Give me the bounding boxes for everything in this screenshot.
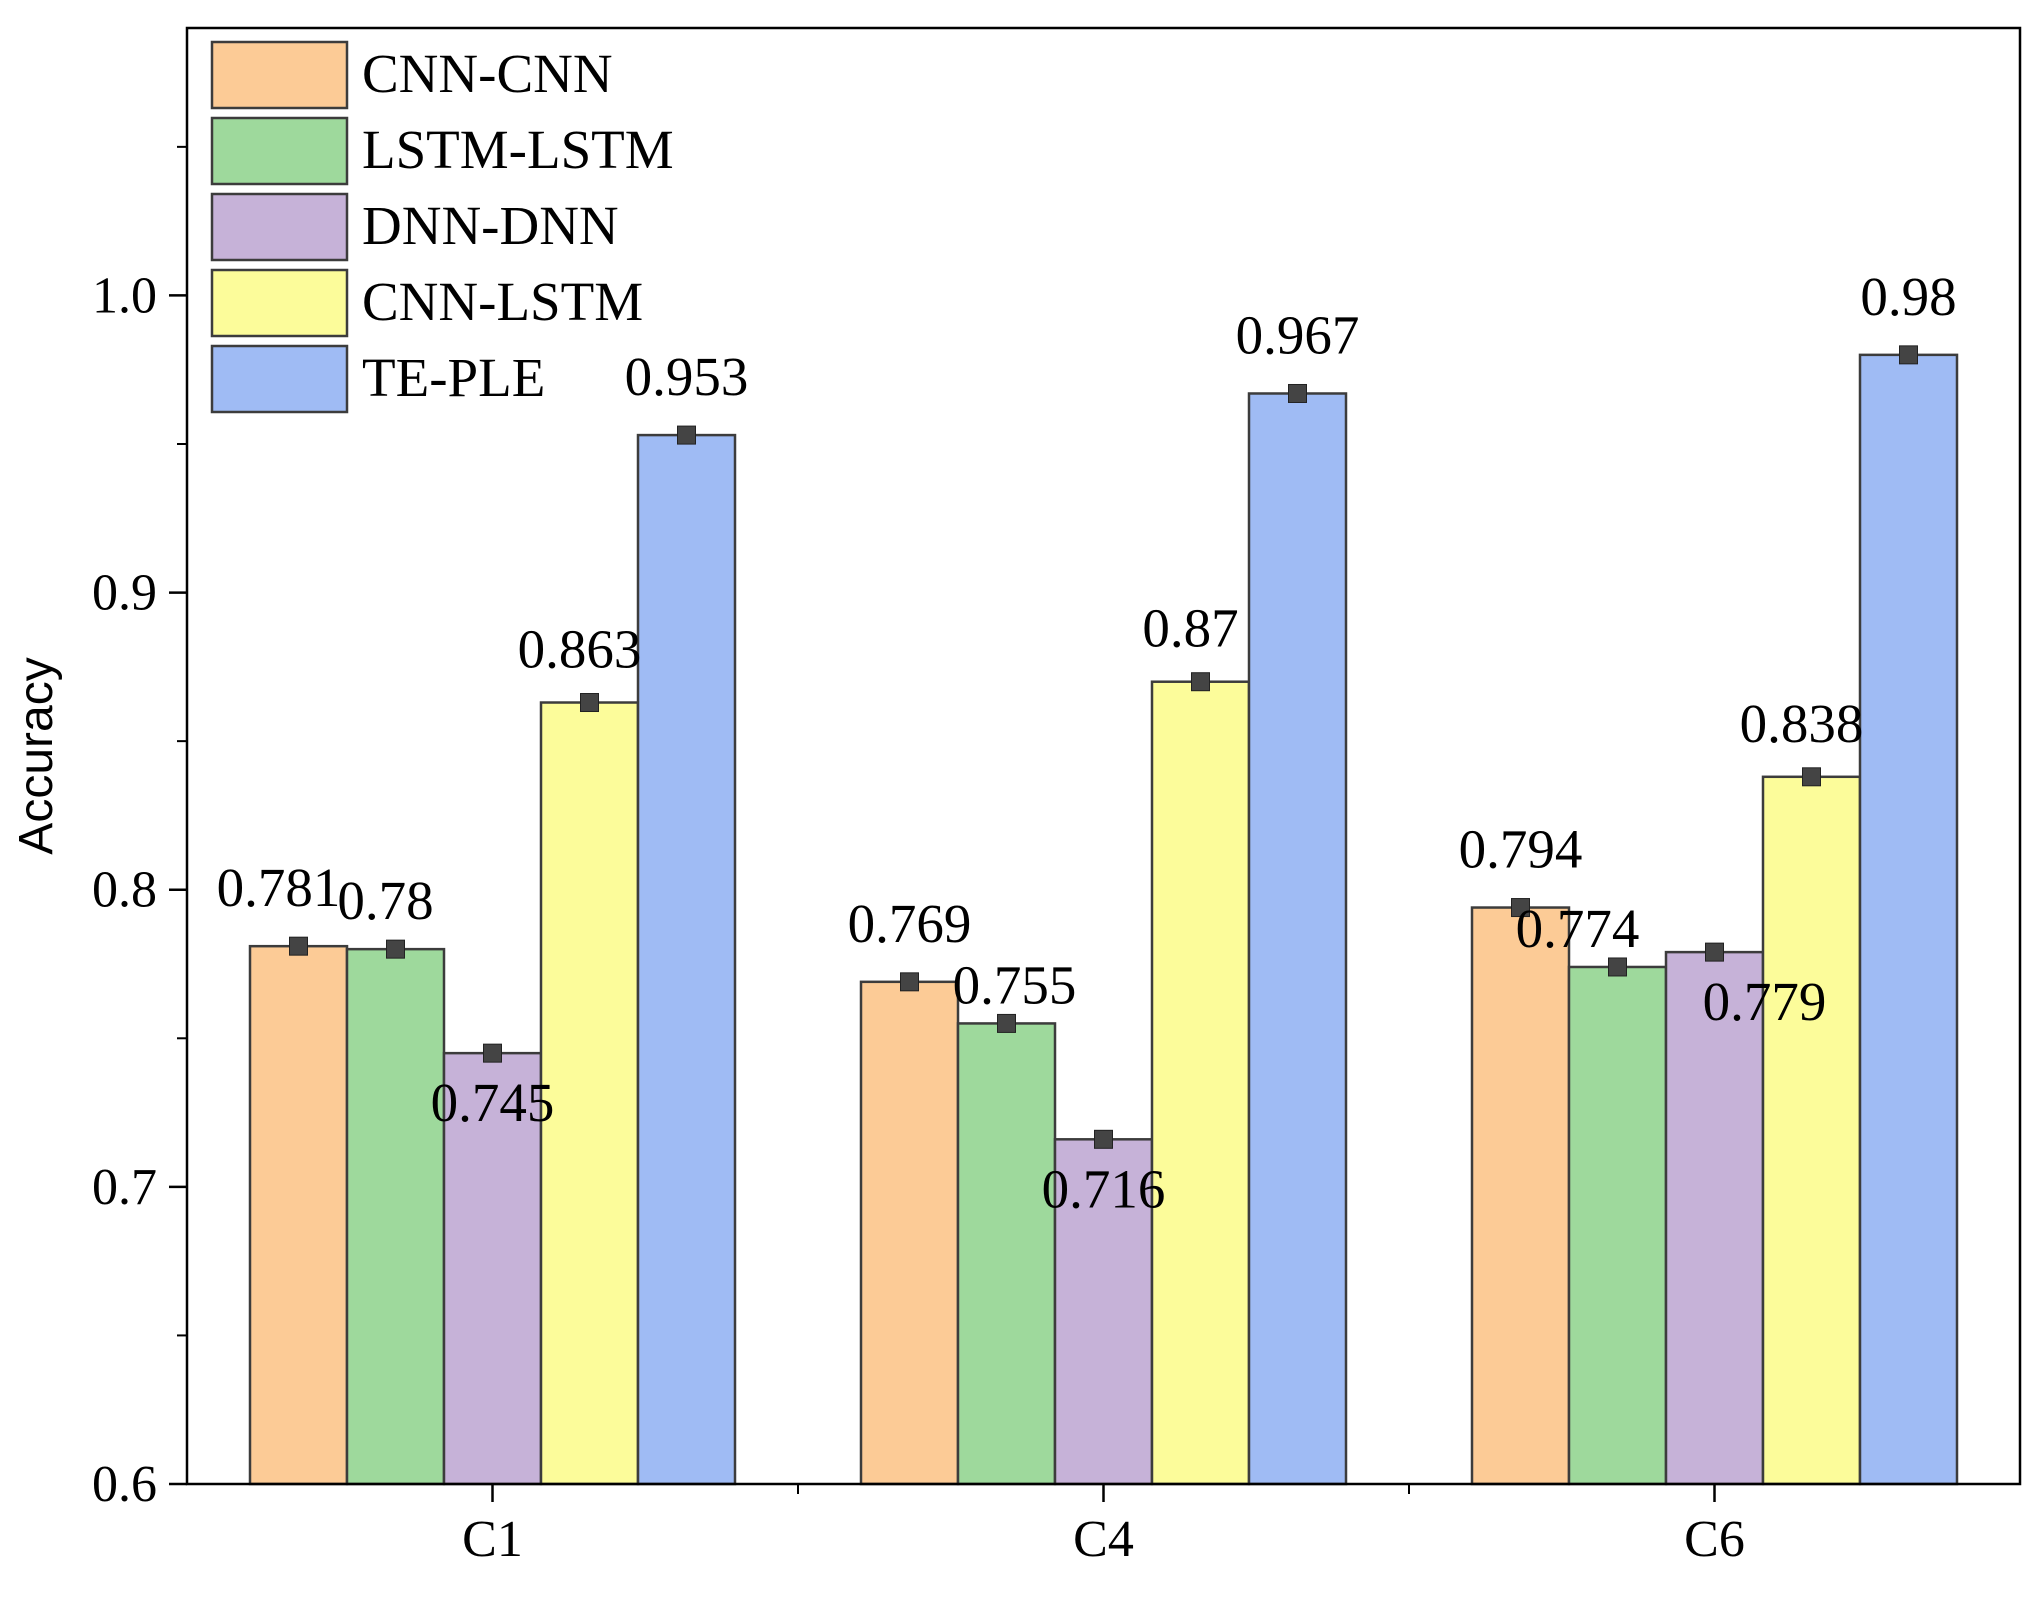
data-label: 0.953 <box>625 346 749 407</box>
legend-swatch <box>210 344 349 414</box>
legend-label: CNN-LSTM <box>362 271 643 332</box>
bar-marker <box>900 972 919 992</box>
data-label: 0.779 <box>1703 971 1827 1032</box>
bar-cnn-lstm-c4 <box>1150 680 1251 1486</box>
bar-cnn-lstm-c1 <box>539 701 640 1486</box>
bar-marker <box>386 939 405 959</box>
bar-dnn-dnn-c4 <box>1053 1138 1154 1486</box>
bar-marker <box>483 1043 502 1063</box>
x-tick-label: C4 <box>1073 1511 1134 1568</box>
data-label: 0.78 <box>337 870 433 931</box>
y-tick-label: 0.7 <box>92 1159 157 1216</box>
y-tick-label: 0.8 <box>92 862 157 919</box>
legend-swatch <box>210 268 349 338</box>
y-tick-label: 0.9 <box>92 565 157 622</box>
data-label: 0.781 <box>217 857 341 918</box>
data-label: 0.87 <box>1142 598 1238 659</box>
y-axis-title: Accuracy <box>10 657 63 854</box>
bar-marker <box>1191 672 1210 692</box>
bar-lstm-lstm-c4 <box>956 1022 1057 1486</box>
bar-cnn-lstm-c6 <box>1761 775 1862 1486</box>
bar-marker <box>677 425 696 445</box>
legend-label: LSTM-LSTM <box>362 119 674 180</box>
data-label: 0.838 <box>1740 693 1864 754</box>
data-label: 0.755 <box>953 954 1077 1015</box>
bar-marker <box>580 693 599 713</box>
data-label: 0.794 <box>1459 819 1583 880</box>
bar-marker <box>1608 957 1627 977</box>
legend-swatch <box>210 116 349 186</box>
data-label: 0.98 <box>1860 266 1956 327</box>
legend-label: TE-PLE <box>362 347 545 408</box>
bar-marker <box>1802 767 1821 787</box>
legend-swatch <box>210 40 349 110</box>
axes-layer: C1 C4 C6 0.6 0.7 0.8 0.9 1.0 Accuracy <box>10 26 2022 1568</box>
bar-dnn-dnn-c1 <box>442 1051 543 1486</box>
data-label: 0.769 <box>848 893 972 954</box>
bar-cnn-cnn-c4 <box>859 980 960 1486</box>
data-label: 0.967 <box>1236 304 1360 365</box>
bar-marker <box>997 1013 1016 1033</box>
x-tick-label: C1 <box>462 1511 523 1568</box>
x-tick-label: C6 <box>1684 1511 1745 1568</box>
bar-te-ple-c1 <box>636 433 737 1486</box>
bar-marker <box>1094 1129 1113 1149</box>
plot-frame <box>185 26 2022 1486</box>
data-label: 0.774 <box>1516 898 1640 959</box>
data-label: 0.745 <box>431 1072 555 1133</box>
bars-layer <box>248 345 1959 1486</box>
data-label: 0.863 <box>518 619 642 680</box>
bar-te-ple-c4 <box>1247 392 1348 1486</box>
legend-label: DNN-DNN <box>362 195 619 256</box>
legend-label: CNN-CNN <box>362 43 613 104</box>
y-tick-label: 1.0 <box>92 267 157 324</box>
bar-marker <box>289 936 308 956</box>
y-tick-label: 0.6 <box>92 1456 157 1513</box>
bar-dnn-dnn-c6 <box>1664 950 1765 1486</box>
bar-cnn-cnn-c1 <box>248 944 349 1486</box>
bar-lstm-lstm-c1 <box>345 947 446 1486</box>
bar-lstm-lstm-c6 <box>1567 965 1668 1486</box>
data-label: 0.716 <box>1042 1158 1166 1219</box>
legend: CNN-CNN LSTM-LSTM DNN-DNN CNN-LSTM TE-PLE <box>210 40 674 414</box>
legend-swatch <box>210 192 349 262</box>
bar-cnn-cnn-c6 <box>1470 906 1571 1486</box>
bar-marker <box>1899 345 1918 365</box>
bar-marker <box>1705 942 1724 962</box>
bar-marker <box>1511 898 1530 918</box>
bar-marker <box>1288 383 1307 403</box>
bar-te-ple-c6 <box>1858 353 1959 1486</box>
